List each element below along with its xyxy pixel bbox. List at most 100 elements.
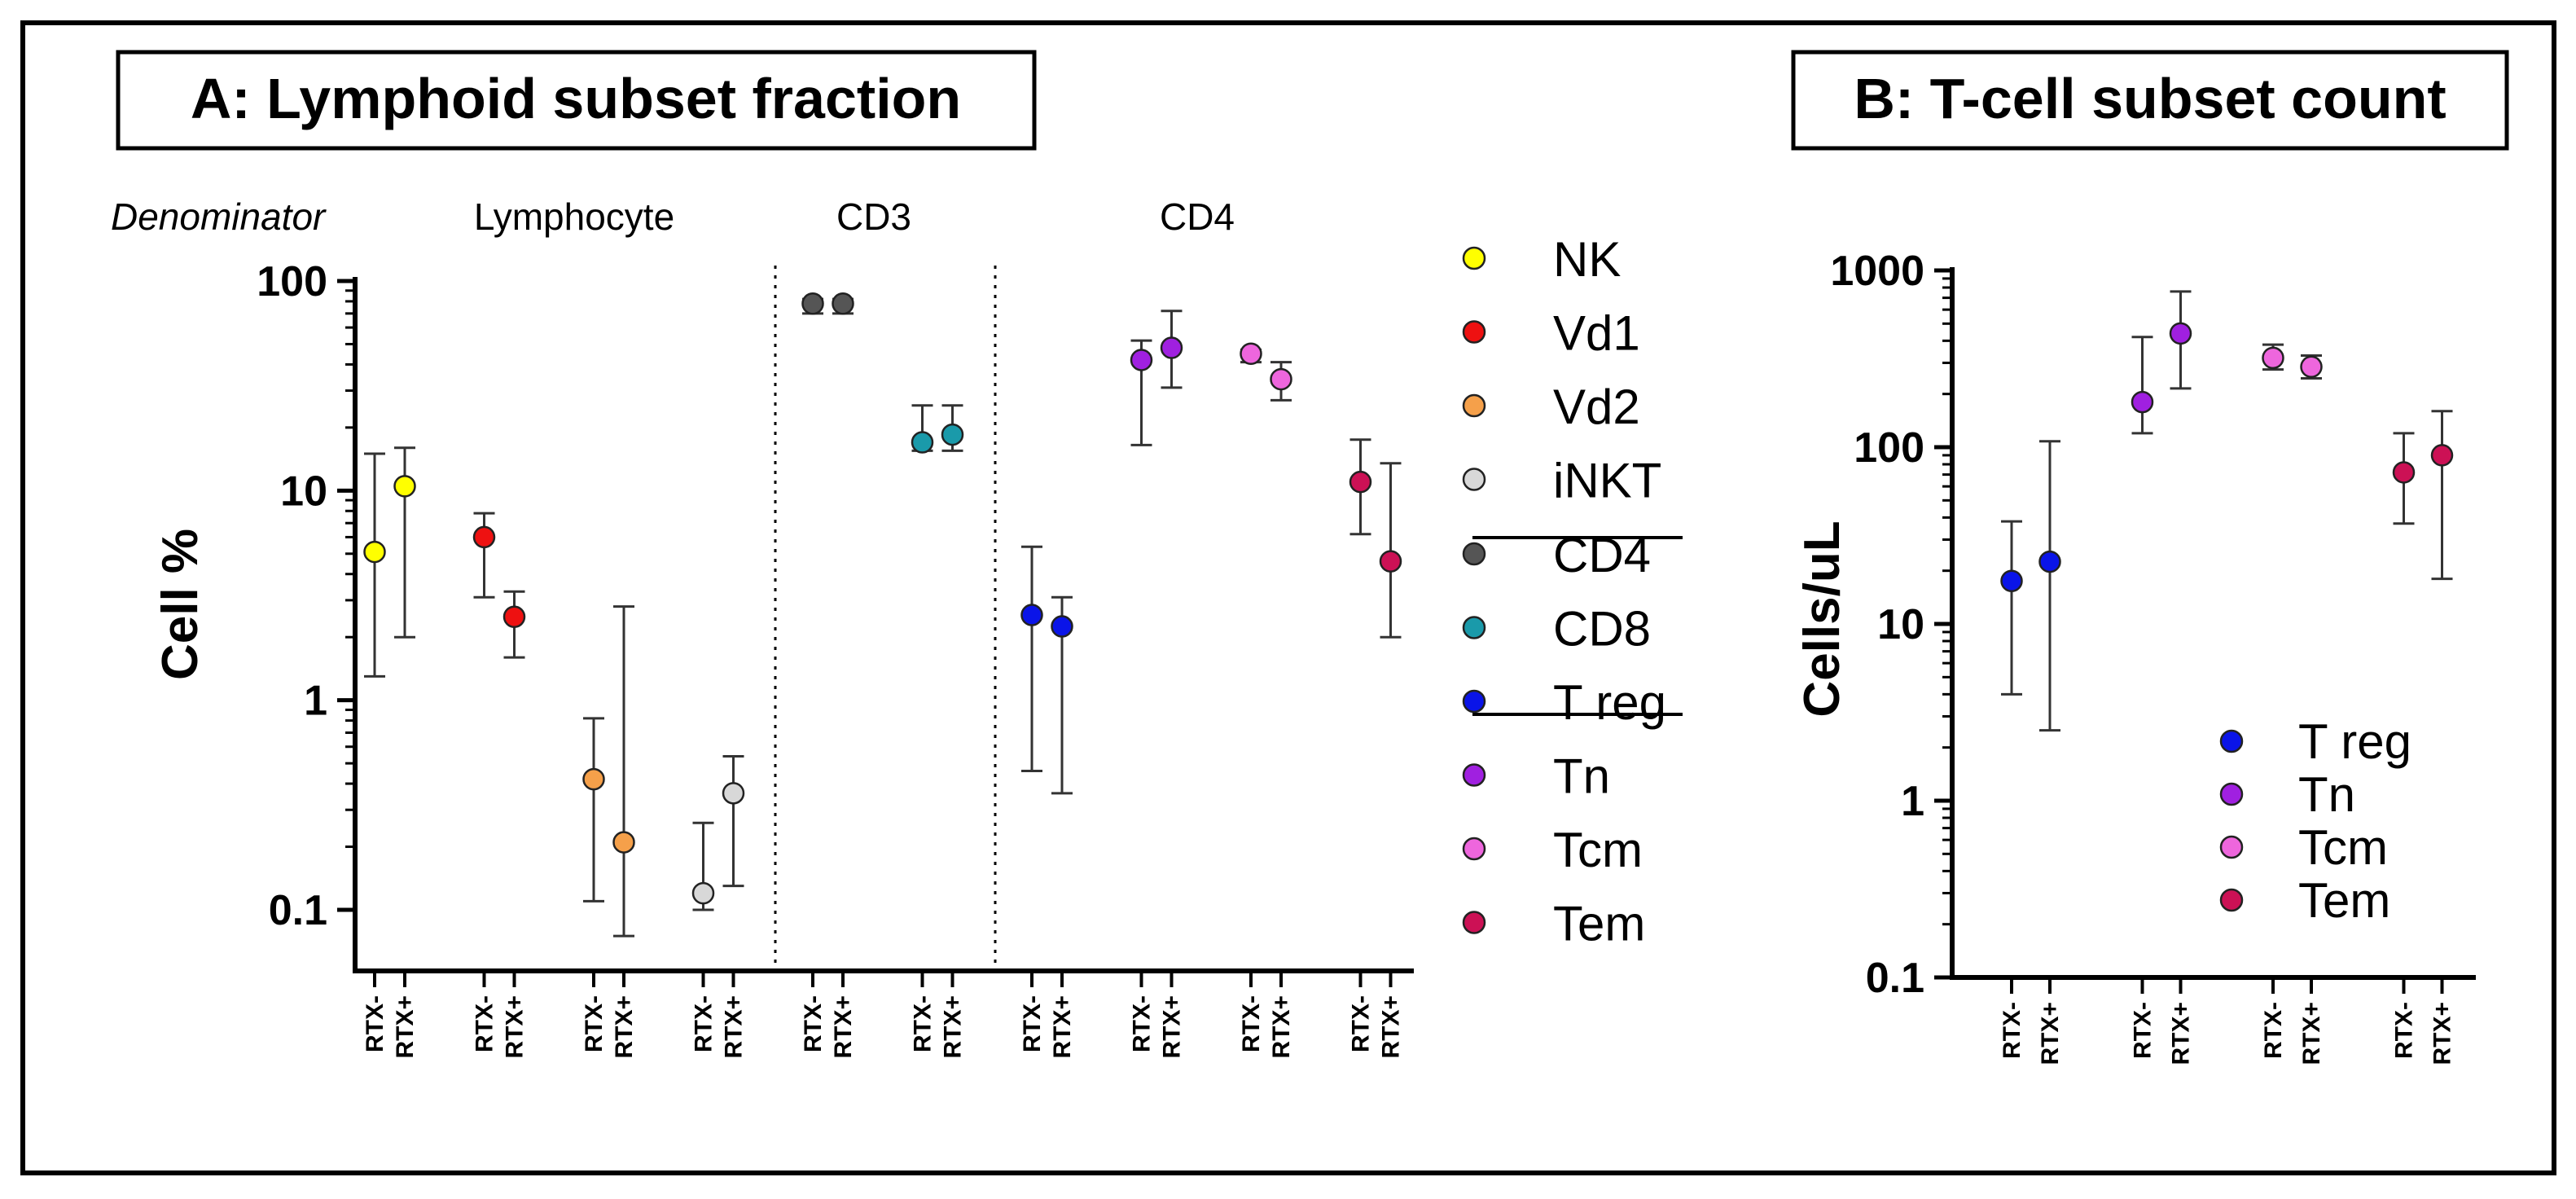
denominator-label: Denominator [111,195,327,238]
data-point-vd1-rtx-neg [472,525,496,549]
legend-marker-a-tn [1462,763,1486,787]
y-tick-label: 1000 [1830,248,1924,295]
y-tick-label: 0.1 [1866,955,1924,1002]
x-tick-label: RTX+ [1159,995,1186,1059]
data-point-tcm-rtx-pos [2300,355,2323,379]
data-point-tn-rtx-neg [2131,390,2154,414]
legend-marker-a-inkt [1462,468,1486,491]
x-tick-label: RTX+ [2037,1002,2064,1065]
x-tick-label: RTX+ [2168,1002,2195,1065]
legend-marker-a-tcm [1462,837,1486,861]
x-tick-label: RTX+ [830,995,857,1059]
y-tick-label: 0.1 [269,887,327,934]
x-tick-label: RTX- [1019,995,1046,1052]
y-tick-label: 10 [1877,601,1924,648]
data-point-cd8-rtx-neg [911,431,934,454]
panel-b-ylabel: Cells/uL [1794,520,1850,717]
legend-marker-a-nk [1462,246,1486,270]
data-point-tem-rtx-neg [2392,461,2416,484]
data-point-inkt-rtx-neg [691,881,715,905]
figure-frame [20,20,2556,1175]
data-point-vd2-rtx-neg [582,767,605,791]
legend-label-a-t-reg: T reg [1553,675,1666,730]
x-tick-label: RTX- [910,995,937,1052]
data-point-t-reg-rtx-neg [2000,569,2023,593]
group-label-cd3: CD3 [836,195,911,238]
data-point-tcm-rtx-neg [2262,346,2284,370]
data-point-tn-rtx-neg [1130,349,1153,371]
legend-marker-a-cd4 [1462,542,1486,566]
x-tick-label: RTX+ [940,995,967,1059]
legend-marker-b-t-reg [2219,729,2244,753]
data-point-tem-rtx-neg [1349,470,1372,494]
data-point-vd1-rtx-pos [502,605,526,629]
data-point-cd8-rtx-pos [941,423,964,446]
x-tick-label: RTX- [1999,1002,2025,1059]
legend-marker-b-tem [2219,888,2244,912]
legend-label-b-tem: Tem [2298,873,2390,928]
data-point-tn-rtx-pos [1160,336,1183,359]
x-tick-label: RTX- [2260,1002,2287,1059]
data-point-vd2-rtx-pos [612,831,635,854]
panel-a-ylabel: Cell % [152,529,208,680]
data-point-nk-rtx-neg [363,540,386,564]
panel-b-title: B: T-cell subset count [1854,67,2446,130]
data-point-cd4-rtx-neg [801,292,824,315]
legend-label-a-cd8: CD8 [1553,602,1651,657]
x-tick-label: RTX+ [2429,1002,2456,1065]
data-point-tem-rtx-pos [1379,550,1402,573]
data-point-cd4-rtx-pos [832,292,854,315]
y-tick-label: 10 [280,468,327,515]
x-tick-label: RTX- [472,995,498,1052]
x-tick-label: RTX+ [392,995,419,1059]
legend-marker-b-tn [2219,782,2244,806]
y-tick-label: 1 [304,678,327,725]
x-tick-label: RTX- [691,995,718,1052]
group-label-cd4: CD4 [1160,195,1235,238]
legend-marker-a-tem [1462,911,1486,934]
x-tick-label: RTX- [800,995,827,1052]
y-tick-label: 100 [257,258,327,305]
data-point-tcm-rtx-pos [1270,367,1292,391]
panel-b-title-box [1791,50,2509,151]
x-tick-label: RTX- [2391,1002,2418,1059]
data-point-t-reg-rtx-pos [2038,550,2061,573]
legend-label-a-tcm: Tcm [1553,823,1643,877]
x-tick-label: RTX+ [611,995,638,1059]
legend-label-a-nk: NK [1553,232,1621,287]
x-tick-label: RTX+ [1049,995,1076,1059]
legend-marker-b-tcm [2219,835,2244,859]
panel-b-plot: 0.1 1 10 100 1000 RTX- RTX+ RTX- RTX+ RTX- RTX+ RTX… [1830,248,2455,1065]
legend-label-a-cd4: CD4 [1553,528,1651,582]
y-tick-label: 100 [1854,424,1924,472]
legend-label-b-t-reg: T reg [2298,714,2411,769]
x-tick-label: RTX- [1348,995,1375,1052]
data-point-t-reg-rtx-pos [1051,615,1073,638]
x-tick-label: RTX+ [502,995,529,1059]
legend-label-a-tem: Tem [1553,897,1645,951]
legend-marker-a-cd8 [1462,616,1486,639]
data-point-tcm-rtx-neg [1240,342,1262,365]
legend-marker-a-vd1 [1462,320,1486,344]
legend-marker-a-t-reg [1462,689,1486,714]
data-point-t-reg-rtx-neg [1020,604,1043,626]
legend-marker-a-vd2 [1462,393,1486,418]
panel-a-title-box [116,50,1037,151]
legend-label-a-tn: Tn [1553,749,1610,804]
x-tick-label: RTX- [1129,995,1156,1052]
legend-label-b-tcm: Tcm [2298,820,2388,875]
data-point-tem-rtx-pos [2430,444,2454,467]
x-tick-label: RTX- [581,995,608,1052]
group-label-lymphocyte: Lymphocyte [474,195,674,238]
x-tick-label: RTX+ [721,995,748,1059]
x-tick-label: RTX- [2130,1002,2157,1059]
panel-a-title: A: Lymphoid subset fraction [191,67,961,130]
y-tick-label: 1 [1901,778,1924,825]
data-point-nk-rtx-pos [393,475,416,498]
legend-label-a-vd2: Vd2 [1553,380,1640,434]
data-point-tn-rtx-pos [2169,322,2192,345]
x-tick-label: RTX+ [1378,995,1405,1059]
